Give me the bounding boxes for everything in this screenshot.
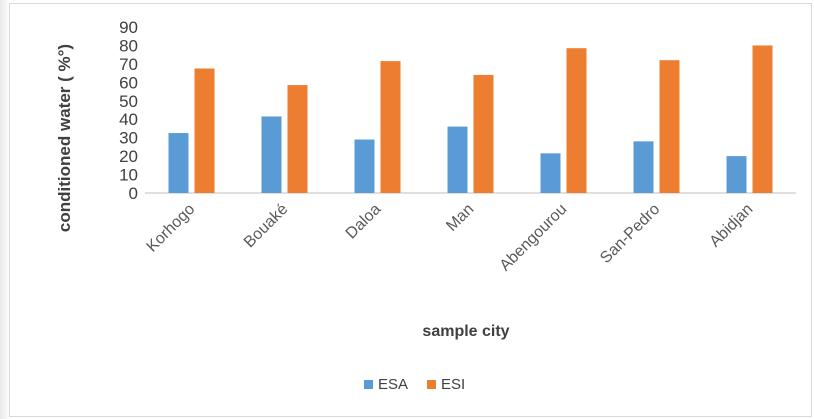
bar-esa-abidjan (726, 156, 747, 193)
bar-esi-man (473, 74, 494, 193)
legend-label-esi: ESI (441, 376, 465, 393)
y-tick-label: 10 (119, 166, 138, 185)
bar-esi-abengourou (566, 48, 587, 193)
x-tick-label: Korhogo (144, 201, 199, 256)
legend-swatch-esa (364, 380, 373, 389)
bar-esi-daloa (380, 61, 401, 193)
legend-label-esa: ESA (378, 376, 408, 393)
y-tick-label: 50 (119, 92, 138, 111)
y-tick-label: 30 (119, 129, 138, 148)
legend-swatch-esi (427, 380, 436, 389)
x-tick-label: Bouaké (241, 201, 291, 251)
x-tick-label: Abengourou (497, 201, 571, 275)
y-tick-label: 70 (119, 55, 138, 74)
bar-esi-abidjan (752, 45, 773, 193)
chart-frame (9, 3, 812, 417)
x-axis-label: sample city (422, 323, 509, 340)
bar-esa-daloa (354, 139, 375, 193)
bar-esi-bouaké (287, 85, 308, 193)
y-tick-label: 80 (119, 36, 138, 55)
y-tick-label: 60 (119, 73, 138, 92)
bar-esa-abengourou (540, 153, 561, 193)
y-axis-label: conditioned water ( %°) (55, 44, 74, 232)
bar-esa-bouaké (261, 116, 282, 193)
y-tick-label: 90 (119, 18, 138, 37)
bar-esi-korhogo (194, 68, 215, 193)
y-tick-label: 0 (129, 184, 138, 203)
bar-esi-san-pedro (659, 60, 680, 194)
y-tick-label: 40 (119, 110, 138, 129)
frame-shadow (0, 0, 10, 419)
bars (168, 45, 773, 194)
bar-esa-man (447, 126, 468, 193)
x-tick-label: Daloa (343, 201, 385, 243)
bar-esa-korhogo (168, 133, 189, 193)
x-axis-ticks: Korhogo Bouaké Daloa Man Abengourou San-Pedro… (144, 201, 757, 275)
x-tick-label: Abidjan (707, 201, 757, 251)
legend: ESA ESI (364, 376, 465, 393)
bar-esa-san-pedro (633, 141, 654, 193)
x-tick-label: Man (443, 201, 477, 235)
x-tick-label: San-Pedro (597, 201, 663, 267)
y-tick-label: 20 (119, 147, 138, 166)
